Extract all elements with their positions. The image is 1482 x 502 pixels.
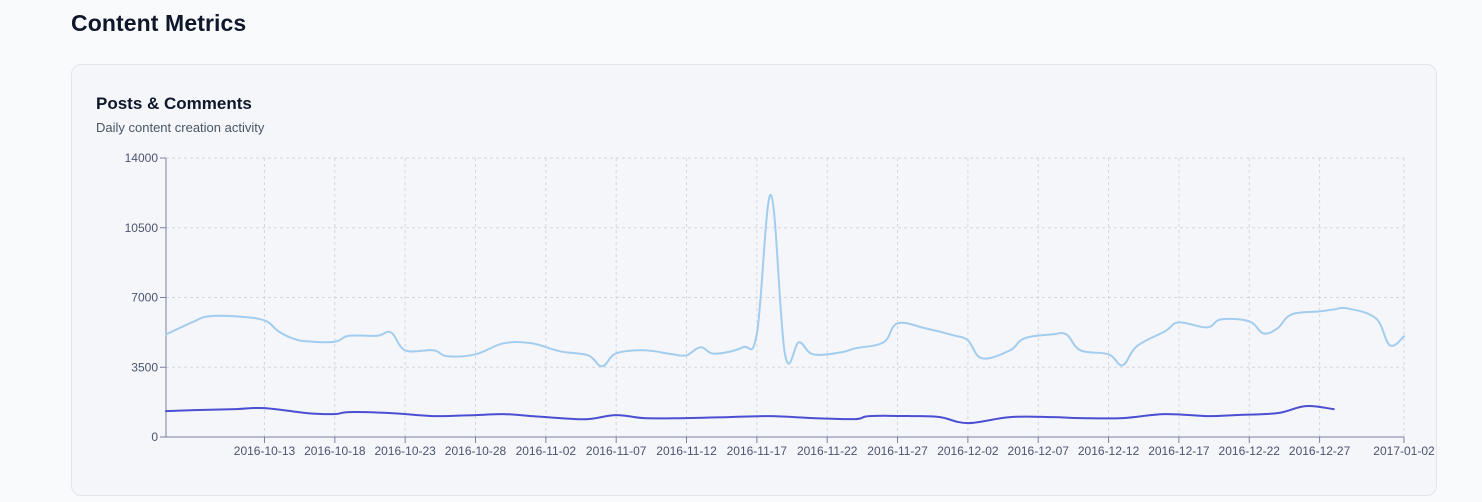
page-title: Content Metrics (71, 10, 247, 36)
x-tick-label: 2016-11-17 (727, 444, 788, 458)
x-tick-label: 2016-12-22 (1219, 444, 1281, 458)
x-tick-label: 2016-11-02 (516, 444, 577, 458)
x-tick-label: 2016-10-18 (304, 444, 366, 458)
x-tick-label: 2016-12-07 (1008, 444, 1070, 458)
x-tick-label: 2016-10-13 (234, 444, 296, 458)
x-tick-label: 2016-11-27 (867, 444, 928, 458)
x-tick-label: 2016-11-22 (797, 444, 858, 458)
y-tick-label: 10500 (125, 221, 159, 235)
card-subtitle: Daily content creation activity (96, 120, 265, 135)
y-tick-label: 14000 (125, 151, 159, 165)
grid-layer (166, 157, 1405, 437)
x-tick-label: 2017-01-02 (1373, 444, 1435, 458)
y-tick-label: 0 (151, 430, 158, 444)
chart-card: Posts & Comments Daily content creation … (71, 64, 1437, 496)
x-tick-label: 2016-12-17 (1148, 444, 1210, 458)
axis-layer (160, 157, 1405, 443)
x-tick-label: 2016-12-12 (1078, 444, 1140, 458)
x-tick-label: 2016-11-07 (586, 444, 647, 458)
x-tick-label: 2016-12-27 (1289, 444, 1351, 458)
card-title: Posts & Comments (96, 94, 252, 113)
x-tick-label: 2016-10-23 (374, 444, 436, 458)
x-tick-label: 2016-12-02 (937, 444, 999, 458)
x-tick-label: 2016-10-28 (445, 444, 507, 458)
series-layer (165, 193, 1405, 425)
y-tick-label: 7000 (131, 291, 158, 305)
label-layer: 0 3500 7000 10500 14000 2016-10-13 2016-10-18 2… (125, 151, 1435, 458)
y-tick-label: 3500 (131, 360, 158, 374)
x-tick-label: 2016-11-12 (656, 444, 717, 458)
series-line-2 (165, 405, 1335, 425)
series-line-1 (165, 193, 1405, 368)
